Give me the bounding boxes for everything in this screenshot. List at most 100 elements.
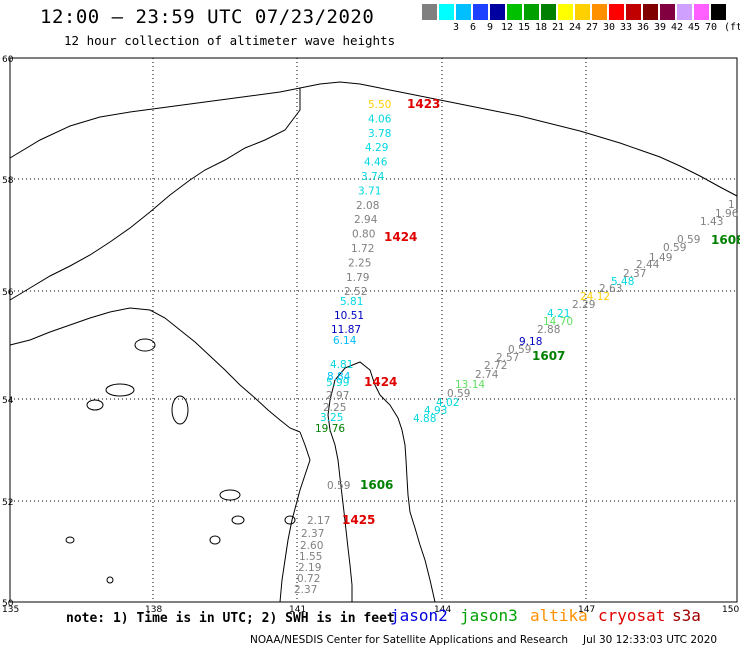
wave-height-label: 2.08 xyxy=(356,200,379,212)
wave-height-label: 2.17 xyxy=(307,515,330,527)
wave-height-label: 4.88 xyxy=(413,413,436,425)
wave-height-label: 4.46 xyxy=(364,157,388,169)
wave-height-label: 24.12 xyxy=(580,291,610,303)
color-swatch xyxy=(694,4,709,20)
longitude-label: 135 xyxy=(2,605,19,615)
wave-height-label: 9.18 xyxy=(519,336,542,348)
color-swatch xyxy=(558,4,573,20)
legend-cryosat: cryosat xyxy=(598,606,666,625)
color-scale-tick-label: 21 xyxy=(551,22,565,33)
longitude-label: 147 xyxy=(578,605,595,615)
color-scale-tick-label: 24 xyxy=(568,22,582,33)
latitude-label: 54 xyxy=(2,396,14,406)
wave-height-label: 2.88 xyxy=(537,324,560,336)
wave-height-label: 4.06 xyxy=(368,113,392,125)
wave-height-label: 19.76 xyxy=(315,423,345,435)
color-scale-tick-label: 39 xyxy=(653,22,667,33)
color-swatch xyxy=(490,4,505,20)
legend-s3a: s3a xyxy=(672,606,701,625)
wave-height-label: 13.14 xyxy=(455,379,485,391)
color-swatch xyxy=(660,4,675,20)
island xyxy=(171,395,189,425)
credit-line: NOAA/NESDIS Center for Satellite Applica… xyxy=(250,634,568,646)
coastline xyxy=(279,431,311,603)
wave-height-label: 2.72 xyxy=(484,360,507,372)
latitude-label: 50 xyxy=(2,599,14,609)
island xyxy=(209,535,221,545)
wave-height-label: 3.25 xyxy=(320,412,343,424)
wave-height-label: 0.80 xyxy=(352,229,375,241)
color-scale-tick-label: 9 xyxy=(486,22,494,33)
wave-height-label: 3.74 xyxy=(361,171,385,183)
wave-height-label: 4.02 xyxy=(436,397,459,409)
wave-height-label: 5.99 xyxy=(326,377,349,389)
map-title: 12:00 – 23:59 UTC 07/23/2020 xyxy=(40,6,375,28)
wave-height-label: 1 xyxy=(728,199,735,211)
wave-height-label: 4.81 xyxy=(330,359,353,371)
color-swatch xyxy=(643,4,658,20)
legend-jason2: jason2 xyxy=(390,606,448,625)
color-swatch xyxy=(507,4,522,20)
color-swatch xyxy=(575,4,590,20)
wave-height-label: 2.57 xyxy=(496,352,519,364)
color-scale-tick-label: 70 xyxy=(704,22,718,33)
coastline xyxy=(9,88,301,301)
map-frame xyxy=(9,57,738,603)
wave-height-label: 1.49 xyxy=(649,252,672,264)
wave-height-label: 4.21 xyxy=(547,308,570,320)
color-scale-unit: (ft) xyxy=(724,22,740,33)
wave-height-label: 0.59 xyxy=(508,344,531,356)
color-swatch xyxy=(439,4,454,20)
pass-time-label: 1424 xyxy=(364,375,397,389)
wave-height-label: 5.81 xyxy=(340,296,363,308)
legend-jason3: jason3 xyxy=(460,606,518,625)
wave-height-label: 14.70 xyxy=(543,316,573,328)
color-scale-tick-label: 36 xyxy=(636,22,650,33)
latitude-label: 60 xyxy=(2,55,14,65)
wave-height-label: 11.87 xyxy=(331,324,361,336)
wave-height-label: 2.63 xyxy=(599,283,622,295)
color-scale-tick-label: 18 xyxy=(534,22,548,33)
color-scale-tick-label: 42 xyxy=(670,22,684,33)
coastline xyxy=(327,399,353,602)
color-swatch xyxy=(524,4,539,20)
wave-height-label: 5.48 xyxy=(611,276,634,288)
wave-height-label: 2.29 xyxy=(572,299,595,311)
wave-height-label: 1.96 xyxy=(715,208,739,220)
legend-altika: altika xyxy=(530,606,588,625)
wave-height-label: 2.74 xyxy=(475,369,499,381)
color-scale-tick-label: 6 xyxy=(469,22,477,33)
color-scale-tick-label: 15 xyxy=(517,22,531,33)
color-swatch xyxy=(626,4,641,20)
longitude-label: 141 xyxy=(289,605,306,615)
color-swatch xyxy=(473,4,488,20)
wave-height-label: 1.72 xyxy=(351,243,374,255)
island xyxy=(231,515,245,525)
wave-height-label: 3.78 xyxy=(368,128,391,140)
color-swatch xyxy=(456,4,471,20)
longitude-label: 150 xyxy=(722,605,739,615)
wave-height-label: 2.44 xyxy=(636,259,660,271)
wave-height-label: 0.59 xyxy=(327,480,350,492)
island xyxy=(65,536,75,544)
wave-height-label: 2.19 xyxy=(298,562,321,574)
wave-height-label: 2.97 xyxy=(326,390,349,402)
pass-time-label: 1423 xyxy=(407,97,440,111)
color-swatch xyxy=(711,4,726,20)
latitude-label: 52 xyxy=(2,498,13,508)
island xyxy=(219,489,241,501)
wave-height-label: 2.25 xyxy=(348,257,371,269)
island xyxy=(284,515,296,525)
color-swatch xyxy=(609,4,624,20)
map-subtitle: 12 hour collection of altimeter wave hei… xyxy=(64,33,396,48)
wave-height-label: 2.52 xyxy=(344,286,367,298)
wave-height-label: 10.51 xyxy=(334,310,364,322)
coastline xyxy=(9,81,738,197)
coastline xyxy=(9,307,301,433)
wave-height-label: 4.93 xyxy=(424,405,447,417)
longitude-label: 138 xyxy=(145,605,162,615)
wave-height-label: 3.71 xyxy=(358,185,381,197)
wave-height-label: 0.59 xyxy=(677,234,700,246)
wave-height-label: 8.84 xyxy=(327,371,351,383)
wave-height-label: 2.94 xyxy=(354,214,378,226)
